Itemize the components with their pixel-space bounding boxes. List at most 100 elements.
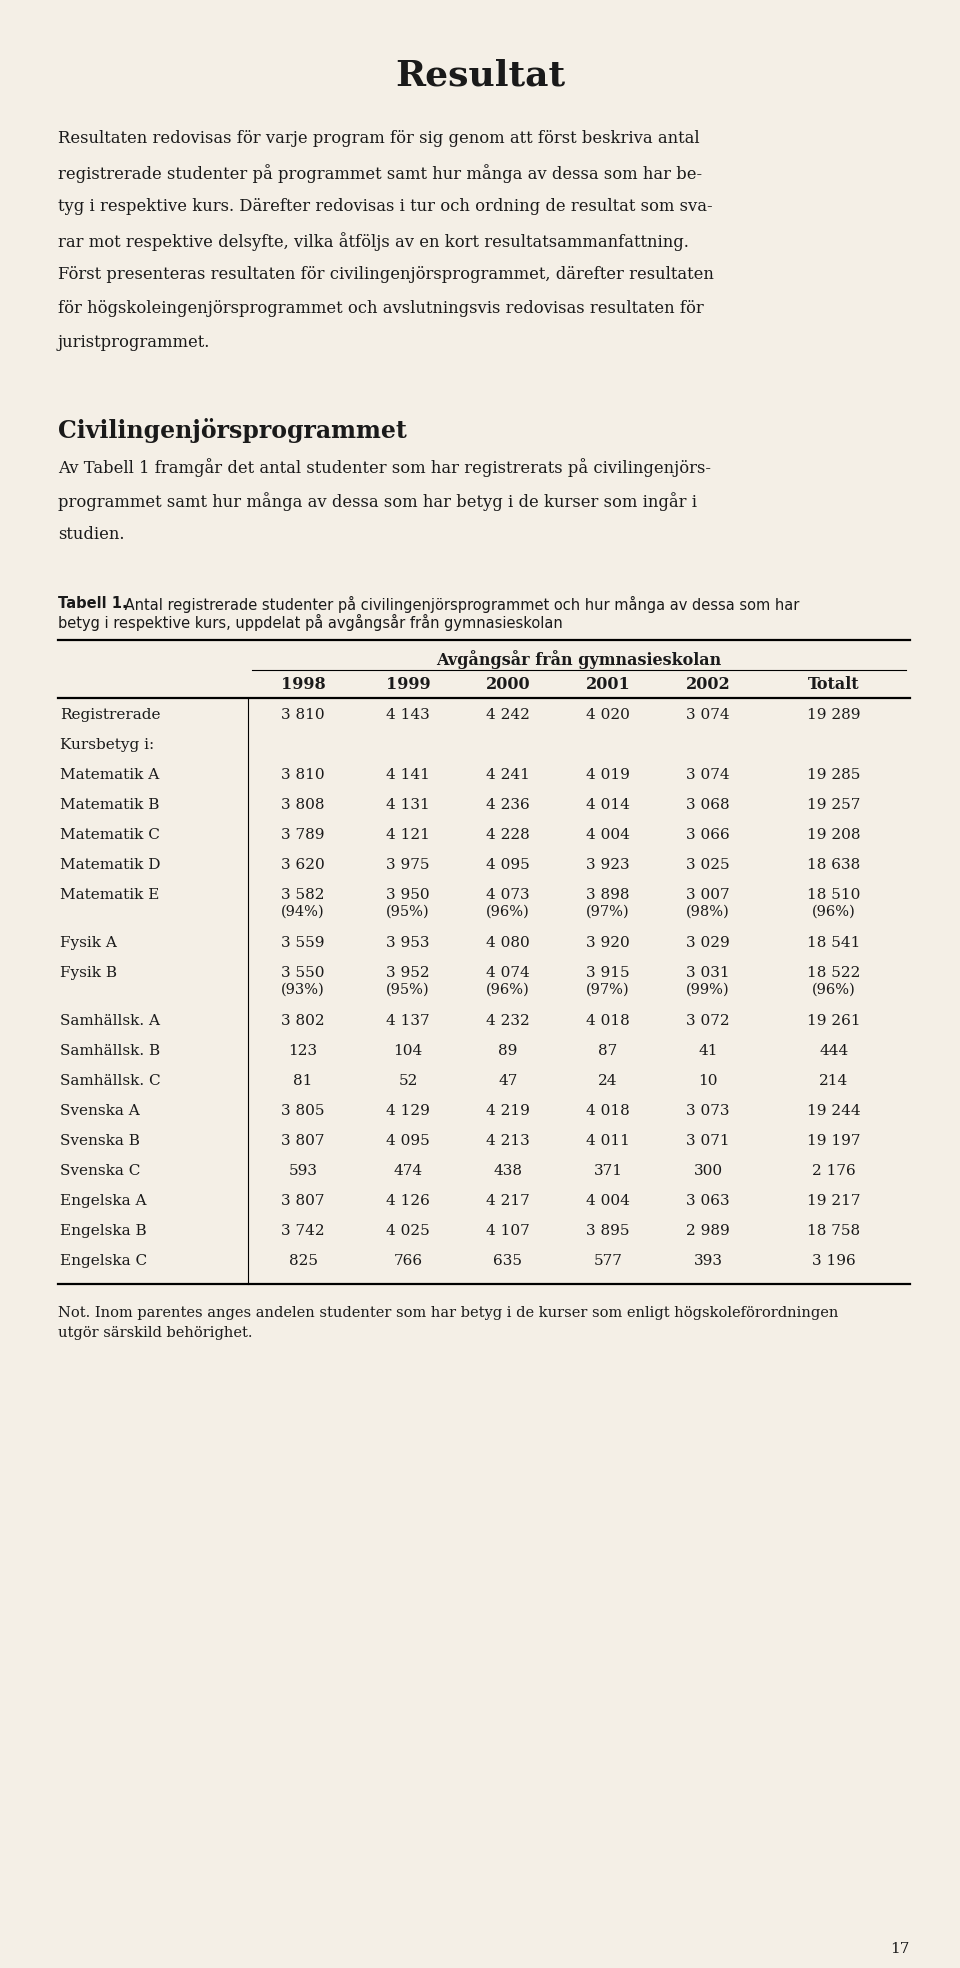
Text: Av Tabell 1 framgår det antal studenter som har registrerats på civilingenjörs-: Av Tabell 1 framgår det antal studenter … bbox=[58, 459, 711, 476]
Text: programmet samt hur många av dessa som har betyg i de kurser som ingår i: programmet samt hur många av dessa som h… bbox=[58, 492, 697, 512]
Text: Antal registrerade studenter på civilingenjörsprogrammet och hur många av dessa : Antal registrerade studenter på civiling… bbox=[120, 596, 800, 612]
Text: 2 176: 2 176 bbox=[812, 1163, 856, 1179]
Text: 438: 438 bbox=[493, 1163, 522, 1179]
Text: 3 789: 3 789 bbox=[281, 829, 324, 842]
Text: 81: 81 bbox=[294, 1075, 313, 1088]
Text: 1999: 1999 bbox=[386, 675, 430, 693]
Text: 18 522: 18 522 bbox=[807, 966, 861, 980]
Text: 1998: 1998 bbox=[280, 675, 325, 693]
Text: (96%): (96%) bbox=[812, 982, 856, 998]
Text: 17: 17 bbox=[891, 1942, 910, 1956]
Text: 4 095: 4 095 bbox=[486, 858, 530, 872]
Text: 87: 87 bbox=[598, 1043, 617, 1059]
Text: Matematik A: Matematik A bbox=[60, 768, 159, 781]
Text: 10: 10 bbox=[698, 1075, 718, 1088]
Text: 4 018: 4 018 bbox=[587, 1104, 630, 1118]
Text: 3 920: 3 920 bbox=[587, 937, 630, 951]
Text: (97%): (97%) bbox=[587, 982, 630, 998]
Text: 4 213: 4 213 bbox=[486, 1134, 530, 1147]
Text: 4 131: 4 131 bbox=[386, 797, 430, 813]
Text: (96%): (96%) bbox=[486, 982, 530, 998]
Text: 4 080: 4 080 bbox=[486, 937, 530, 951]
Text: 4 242: 4 242 bbox=[486, 708, 530, 722]
Text: 3 073: 3 073 bbox=[686, 1104, 730, 1118]
Text: (99%): (99%) bbox=[686, 982, 730, 998]
Text: 4 074: 4 074 bbox=[486, 966, 530, 980]
Text: 3 808: 3 808 bbox=[281, 797, 324, 813]
Text: Resultat: Resultat bbox=[395, 57, 565, 92]
Text: 4 107: 4 107 bbox=[486, 1224, 530, 1238]
Text: 214: 214 bbox=[820, 1075, 849, 1088]
Text: 4 019: 4 019 bbox=[586, 768, 630, 781]
Text: (95%): (95%) bbox=[386, 982, 430, 998]
Text: 3 074: 3 074 bbox=[686, 708, 730, 722]
Text: 18 638: 18 638 bbox=[807, 858, 860, 872]
Text: 3 807: 3 807 bbox=[281, 1195, 324, 1208]
Text: 474: 474 bbox=[394, 1163, 422, 1179]
Text: 4 217: 4 217 bbox=[486, 1195, 530, 1208]
Text: Avgångsår från gymnasieskolan: Avgångsår från gymnasieskolan bbox=[437, 649, 722, 669]
Text: Not. Inom parentes anges andelen studenter som har betyg i de kurser som enligt : Not. Inom parentes anges andelen student… bbox=[58, 1307, 838, 1321]
Text: 300: 300 bbox=[693, 1163, 723, 1179]
Text: 3 559: 3 559 bbox=[281, 937, 324, 951]
Text: Engelska B: Engelska B bbox=[60, 1224, 147, 1238]
Text: 3 550: 3 550 bbox=[281, 966, 324, 980]
Text: 3 029: 3 029 bbox=[686, 937, 730, 951]
Text: 19 244: 19 244 bbox=[807, 1104, 861, 1118]
Text: 18 758: 18 758 bbox=[807, 1224, 860, 1238]
Text: Samhällsk. A: Samhällsk. A bbox=[60, 1014, 160, 1027]
Text: för högskoleingenjörsprogrammet och avslutningsvis redovisas resultaten för: för högskoleingenjörsprogrammet och avsl… bbox=[58, 299, 704, 317]
Text: 2000: 2000 bbox=[486, 675, 530, 693]
Text: 593: 593 bbox=[289, 1163, 318, 1179]
Text: Engelska A: Engelska A bbox=[60, 1195, 147, 1208]
Text: 4 121: 4 121 bbox=[386, 829, 430, 842]
Text: 19 289: 19 289 bbox=[807, 708, 861, 722]
Text: tyg i respektive kurs. Därefter redovisas i tur och ordning de resultat som sva-: tyg i respektive kurs. Därefter redovisa… bbox=[58, 199, 712, 215]
Text: Kursbetyg i:: Kursbetyg i: bbox=[60, 738, 155, 752]
Text: Matematik E: Matematik E bbox=[60, 888, 159, 901]
Text: 393: 393 bbox=[693, 1254, 723, 1267]
Text: 635: 635 bbox=[493, 1254, 522, 1267]
Text: 3 007: 3 007 bbox=[686, 888, 730, 901]
Text: 3 895: 3 895 bbox=[587, 1224, 630, 1238]
Text: 4 095: 4 095 bbox=[386, 1134, 430, 1147]
Text: 3 923: 3 923 bbox=[587, 858, 630, 872]
Text: 3 068: 3 068 bbox=[686, 797, 730, 813]
Text: (98%): (98%) bbox=[686, 905, 730, 919]
Text: 3 810: 3 810 bbox=[281, 708, 324, 722]
Text: 3 975: 3 975 bbox=[386, 858, 430, 872]
Text: Totalt: Totalt bbox=[808, 675, 860, 693]
Text: Först presenteras resultaten för civilingenjörsprogrammet, därefter resultaten: Först presenteras resultaten för civilin… bbox=[58, 266, 714, 283]
Text: 4 014: 4 014 bbox=[586, 797, 630, 813]
Text: 19 261: 19 261 bbox=[807, 1014, 861, 1027]
Text: 3 950: 3 950 bbox=[386, 888, 430, 901]
Text: Fysik B: Fysik B bbox=[60, 966, 117, 980]
Text: 19 257: 19 257 bbox=[807, 797, 861, 813]
Text: 18 510: 18 510 bbox=[807, 888, 861, 901]
Text: 24: 24 bbox=[598, 1075, 617, 1088]
Text: 371: 371 bbox=[593, 1163, 622, 1179]
Text: utgör särskild behörighet.: utgör särskild behörighet. bbox=[58, 1326, 252, 1340]
Text: Registrerade: Registrerade bbox=[60, 708, 160, 722]
Text: (94%): (94%) bbox=[281, 905, 324, 919]
Text: (93%): (93%) bbox=[281, 982, 324, 998]
Text: 89: 89 bbox=[498, 1043, 517, 1059]
Text: 18 541: 18 541 bbox=[807, 937, 861, 951]
Text: Samhällsk. B: Samhällsk. B bbox=[60, 1043, 160, 1059]
Text: 3 953: 3 953 bbox=[386, 937, 430, 951]
Text: 3 620: 3 620 bbox=[281, 858, 324, 872]
Text: 3 952: 3 952 bbox=[386, 966, 430, 980]
Text: 3 807: 3 807 bbox=[281, 1134, 324, 1147]
Text: registrerade studenter på programmet samt hur många av dessa som har be-: registrerade studenter på programmet sam… bbox=[58, 163, 702, 183]
Text: 3 742: 3 742 bbox=[281, 1224, 324, 1238]
Text: Civilingenjörsprogrammet: Civilingenjörsprogrammet bbox=[58, 417, 407, 443]
Text: 825: 825 bbox=[289, 1254, 318, 1267]
Text: 3 063: 3 063 bbox=[686, 1195, 730, 1208]
Text: (96%): (96%) bbox=[486, 905, 530, 919]
Text: 4 011: 4 011 bbox=[586, 1134, 630, 1147]
Text: 4 228: 4 228 bbox=[486, 829, 530, 842]
Text: 2 989: 2 989 bbox=[686, 1224, 730, 1238]
Text: 104: 104 bbox=[394, 1043, 422, 1059]
Text: 4 236: 4 236 bbox=[486, 797, 530, 813]
Text: 3 582: 3 582 bbox=[281, 888, 324, 901]
